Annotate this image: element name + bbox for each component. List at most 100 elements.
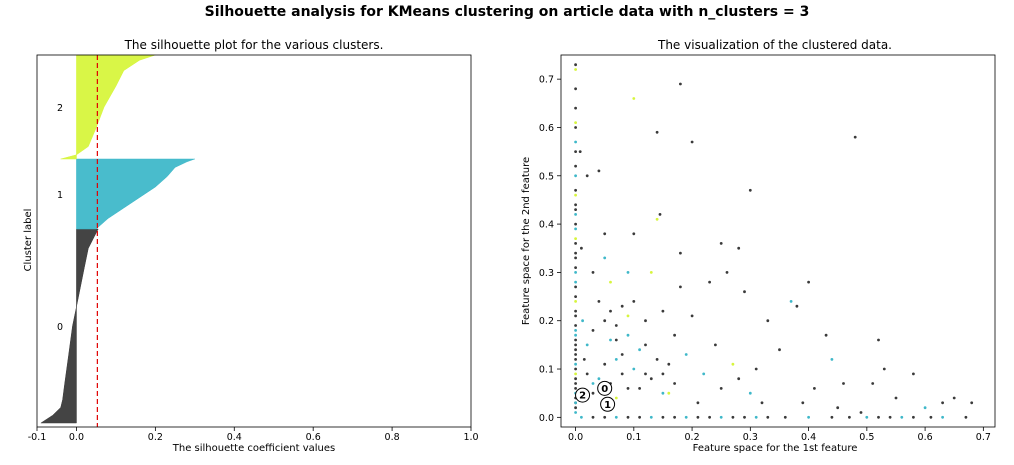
scatter-point — [603, 256, 607, 260]
scatter-point — [574, 353, 577, 356]
scatter-point — [923, 406, 927, 410]
scatter-point — [638, 348, 641, 352]
scatter-point — [632, 97, 636, 100]
scatter-point — [778, 348, 781, 352]
silhouette-marks: 0 1 2 — [40, 54, 195, 427]
scatter-point — [690, 140, 694, 144]
silhouette-cluster-label-2: 2 — [57, 103, 63, 114]
scatter-point — [620, 372, 624, 376]
scatter-point — [859, 411, 863, 414]
silhouette-x-tick-label: 1.0 — [463, 432, 478, 443]
scatter-point — [597, 377, 601, 381]
silhouette-x-tick-label: 0.6 — [306, 432, 321, 443]
silhouette-axes-frame — [36, 54, 472, 428]
scatter-point — [789, 300, 793, 303]
scatter-point — [644, 319, 647, 323]
scatter-point — [574, 164, 577, 168]
scatter-point — [574, 140, 577, 144]
scatter-x-tick-label: 0.1 — [626, 432, 641, 443]
scatter-point — [574, 266, 577, 269]
scatter-point — [574, 295, 577, 298]
scatter-point — [574, 126, 577, 129]
silhouette-plot: The silhouette plot for the various clus… — [23, 38, 479, 454]
scatter-point — [655, 130, 659, 134]
scatter-point — [574, 213, 577, 216]
silhouette-cluster-1 — [76, 158, 195, 230]
scatter-point — [644, 372, 647, 376]
scatter-point — [574, 338, 577, 342]
cluster-scatter-plot: The visualization of the clustered data.… — [521, 38, 996, 454]
scatter-point — [725, 271, 729, 274]
scatter-point — [574, 193, 577, 197]
scatter-point — [795, 304, 799, 308]
scatter-y-tick-label: 0.3 — [539, 268, 554, 279]
scatter-point — [603, 362, 607, 366]
scatter-point — [719, 387, 723, 390]
scatter-point — [585, 174, 589, 178]
scatter-point — [708, 280, 711, 284]
scatter-point — [574, 372, 577, 376]
scatter-point — [574, 343, 577, 347]
scatter-point — [626, 271, 630, 274]
scatter-point — [702, 372, 706, 376]
scatter-point — [766, 415, 770, 419]
scatter-point — [655, 217, 659, 221]
scatter-point — [574, 242, 577, 245]
scatter-point — [574, 382, 577, 385]
cluster-center-label-0: 0 — [601, 384, 608, 395]
scatter-point — [574, 324, 577, 327]
scatter-point — [667, 362, 671, 366]
scatter-point — [655, 358, 659, 361]
scatter-point — [661, 372, 665, 376]
scatter-point — [574, 411, 577, 414]
scatter-point — [574, 285, 577, 289]
scatter-point — [582, 358, 586, 361]
scatter-y-tick-label: 0.4 — [539, 220, 554, 231]
scatter-point — [708, 415, 711, 419]
scatter-point — [673, 415, 676, 419]
scatter-point — [824, 333, 828, 337]
scatter-point — [603, 232, 607, 236]
silhouette-x-tick-label: 0.2 — [148, 432, 163, 443]
figure-title: Silhouette analysis for KMeans clusterin… — [204, 4, 810, 20]
scatter-point — [679, 82, 682, 86]
scatter-point — [620, 353, 624, 356]
scatter-point — [894, 396, 898, 400]
scatter-point — [585, 372, 589, 376]
scatter-point — [882, 367, 886, 371]
silhouette-plot-title: The silhouette plot for the various clus… — [124, 38, 384, 52]
scatter-x-tick-label: 0.2 — [685, 432, 700, 443]
scatter-point — [888, 415, 892, 419]
scatter-point — [597, 169, 601, 173]
scatter-point — [574, 387, 577, 390]
scatter-point — [871, 382, 875, 385]
scatter-point — [574, 222, 577, 226]
scatter-point — [877, 415, 880, 419]
scatter-point — [766, 319, 770, 323]
scatter-point — [632, 300, 636, 303]
scatter-point — [658, 213, 662, 216]
scatter-point — [626, 314, 630, 318]
scatter-point — [807, 280, 810, 284]
scatter-point — [578, 150, 582, 154]
scatter-point — [574, 358, 577, 361]
scatter-x-tick-label: 0.0 — [568, 432, 583, 443]
scatter-point — [684, 415, 688, 419]
scatter-point — [591, 271, 595, 274]
scatter-point — [580, 415, 583, 419]
silhouette-x-axis-label: The silhouette coefficient values — [172, 443, 336, 454]
scatter-plot-title: The visualization of the clustered data. — [657, 38, 892, 52]
scatter-point — [970, 401, 974, 405]
scatter-point — [684, 353, 688, 356]
silhouette-x-tick-label: 0.4 — [227, 432, 242, 443]
silhouette-cluster-0 — [40, 228, 99, 424]
scatter-point — [830, 358, 834, 361]
scatter-point — [783, 415, 787, 419]
scatter-point — [614, 358, 618, 361]
scatter-point — [696, 401, 700, 405]
scatter-point — [679, 251, 682, 255]
scatter-point — [574, 227, 577, 231]
scatter-point — [801, 401, 805, 405]
scatter-point — [912, 372, 915, 376]
scatter-point — [644, 343, 647, 347]
